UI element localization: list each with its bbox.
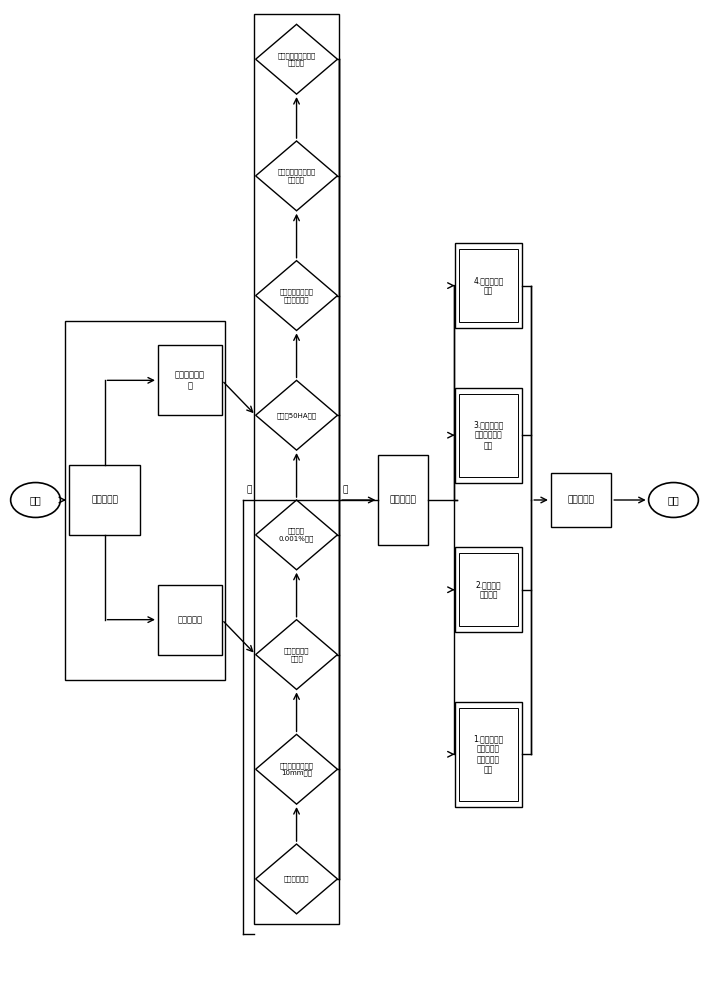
Text: 液态化制作: 液态化制作 — [390, 496, 417, 505]
Text: 否: 否 — [247, 486, 252, 495]
Text: 基底材料的选
择: 基底材料的选 择 — [175, 371, 205, 390]
Text: 光纤的选择: 光纤的选择 — [177, 615, 202, 624]
Text: 获得方式及成本：
商用、易断则: 获得方式及成本： 商用、易断则 — [280, 288, 313, 303]
Text: 硬度：50HA左右: 硬度：50HA左右 — [276, 412, 316, 419]
Text: 4.干燥固化、
脱模: 4.干燥固化、 脱模 — [473, 276, 504, 295]
Text: 颜色：半透明
或透明: 颜色：半透明 或透明 — [283, 647, 309, 662]
Text: 2.混合硅橡
胶、脱泡: 2.混合硅橡 胶、脱泡 — [476, 580, 501, 599]
Text: 开始: 开始 — [30, 495, 41, 505]
Text: 是: 是 — [343, 486, 348, 495]
Text: 传感器制备: 传感器制备 — [91, 496, 118, 505]
Text: 光纤标距足够小：
10mm以下: 光纤标距足够小： 10mm以下 — [280, 762, 313, 776]
Text: 恢复力、疲劳弯曲后
复不变形: 恢复力、疲劳弯曲后 复不变形 — [278, 52, 316, 66]
Text: 1.清洗模具、
固定光纤光
栅、喷涂脱
模剂: 1.清洗模具、 固定光纤光 栅、喷涂脱 模剂 — [473, 734, 503, 774]
Text: 收缩率：
0.001%以下: 收缩率： 0.001%以下 — [279, 528, 314, 542]
Text: 制作条件：普通实验
室可制得: 制作条件：普通实验 室可制得 — [278, 169, 316, 183]
Text: 交叉缠粘敷: 交叉缠粘敷 — [568, 496, 595, 505]
Text: 涂覆层耐高温: 涂覆层耐高温 — [283, 876, 309, 882]
Text: 3.将混合硅橡
胶倒入模具、
脱泡: 3.将混合硅橡 胶倒入模具、 脱泡 — [473, 420, 504, 450]
Text: 完成: 完成 — [668, 495, 679, 505]
